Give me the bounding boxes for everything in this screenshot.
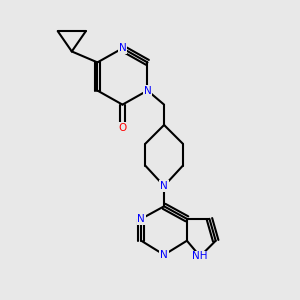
Text: N: N [118,43,126,53]
Text: N: N [137,214,145,224]
Text: N: N [144,85,152,96]
Text: N: N [160,250,168,260]
Text: N: N [160,181,168,191]
Text: O: O [118,123,127,133]
Text: NH: NH [192,251,208,261]
